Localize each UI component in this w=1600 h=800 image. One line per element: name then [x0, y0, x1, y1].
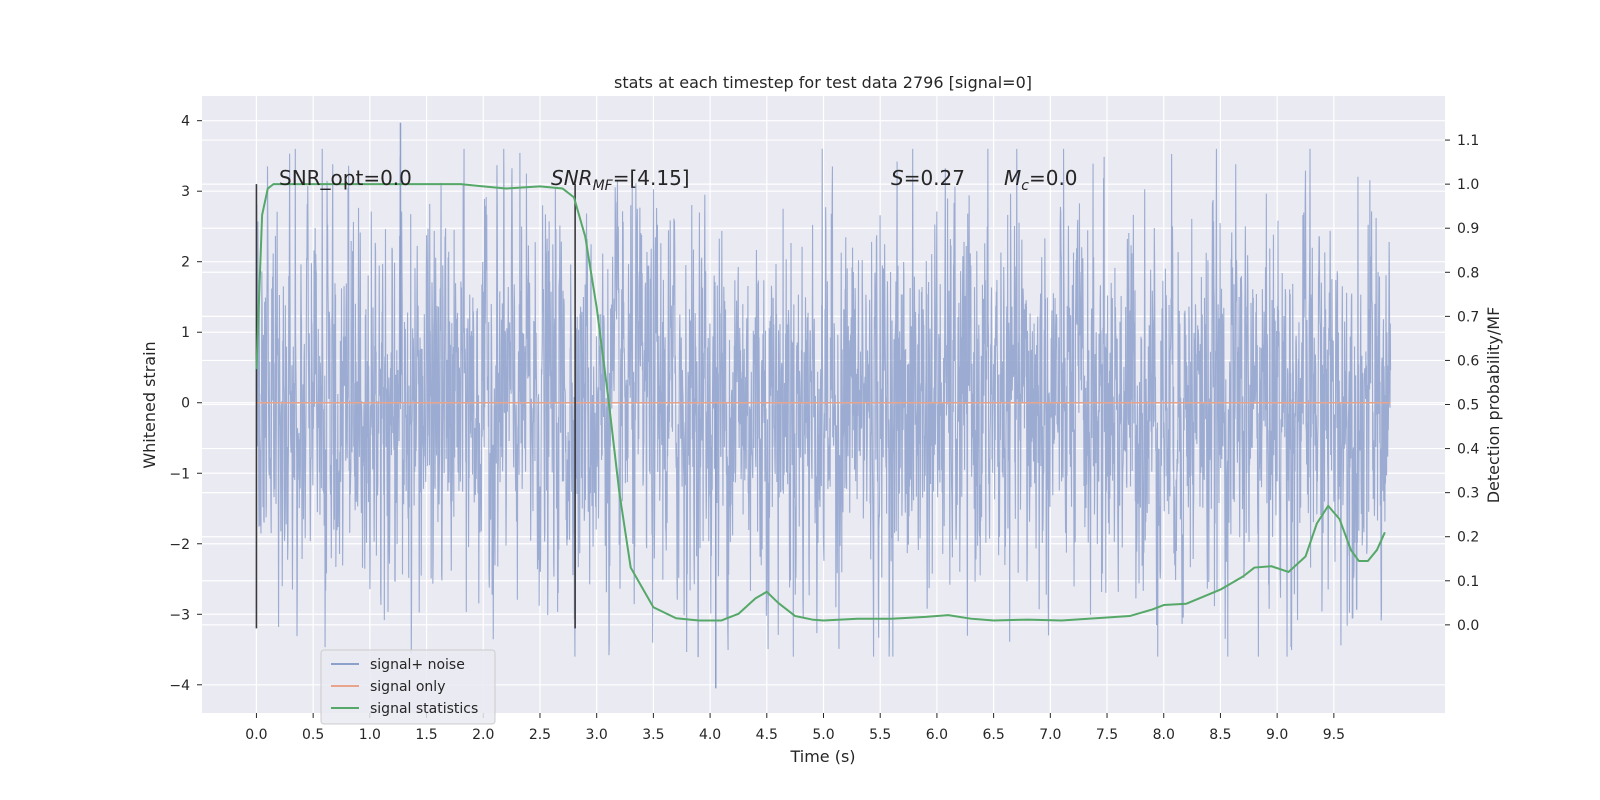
- x-tick-label: 5.5: [869, 727, 891, 743]
- statistics-line: [255, 183, 1386, 622]
- y-right-axis-label: Detection probability/MF: [1484, 307, 1503, 504]
- y-right-tick-label: 0.6: [1457, 353, 1479, 369]
- annotation-mc-value: =0.0: [1029, 166, 1078, 190]
- annotation-snr-mf: SNRMF=[4.15]: [551, 166, 690, 194]
- y-right-tick-label: 0.5: [1457, 398, 1479, 414]
- legend-label-signal-only: signal only: [370, 679, 445, 695]
- x-tick-label: 0.5: [302, 727, 324, 743]
- annotation-s: S=0.27: [891, 166, 965, 190]
- y-right-axis-ticks: 1.1 1.0 0.9 0.8 0.7 0.6 0.5 0.4 0.3 0.2 0.1 0.0: [1445, 133, 1479, 634]
- legend-label-signal-noise: signal+ noise: [370, 657, 465, 673]
- y-left-tick-label: 1: [181, 325, 190, 341]
- y-left-axis-label: Whitened strain: [140, 341, 159, 468]
- y-right-tick-label: 0.0: [1457, 618, 1479, 634]
- y-left-tick-label: 2: [181, 255, 190, 271]
- y-left-tick-label: −1: [169, 466, 190, 482]
- legend: signal+ noise signal only signal statist…: [320, 649, 496, 725]
- y-right-tick-label: 0.8: [1457, 265, 1479, 281]
- annotation-mc: Mc=0.0: [1004, 166, 1078, 194]
- legend-box: [320, 649, 496, 725]
- y-left-tick-label: −3: [169, 607, 190, 623]
- x-tick-label: 5.0: [812, 727, 834, 743]
- annotation-mc-sub: c: [1021, 178, 1029, 194]
- legend-label-signal-statistics: signal statistics: [370, 701, 478, 717]
- annotation-mc-base: M: [1004, 166, 1021, 190]
- annotation-snr-opt: SNR_opt=0.0: [279, 166, 412, 190]
- x-tick-label: 8.5: [1209, 727, 1231, 743]
- y-right-tick-label: 0.1: [1457, 574, 1479, 590]
- x-tick-label: 4.0: [699, 727, 721, 743]
- x-tick-label: 2.5: [529, 727, 551, 743]
- x-tick-label: 2.0: [472, 727, 494, 743]
- x-tick-label: 3.5: [642, 727, 664, 743]
- y-left-axis-ticks: 4 3 2 1 0 −1 −2 −3 −4: [169, 114, 202, 694]
- annotation-snr-mf-value: =[4.15]: [613, 166, 690, 190]
- x-tick-label: 7.0: [1039, 727, 1061, 743]
- x-tick-label: 1.5: [415, 727, 437, 743]
- y-left-tick-label: −2: [169, 537, 190, 553]
- y-left-tick-label: 3: [181, 184, 190, 200]
- annotation-s-base: S: [891, 166, 904, 190]
- annotation-snr-mf-base: SNR: [551, 166, 593, 190]
- x-axis-label: Time (s): [789, 747, 855, 766]
- x-tick-label: 9.5: [1323, 727, 1345, 743]
- vertical-markers: [255, 184, 576, 629]
- x-tick-label: 6.0: [926, 727, 948, 743]
- annotation-snr-mf-sub: MF: [593, 178, 614, 194]
- y-right-tick-label: 0.9: [1457, 221, 1479, 237]
- chart-title: stats at each timestep for test data 279…: [614, 73, 1032, 92]
- y-right-tick-label: 1.1: [1457, 133, 1479, 149]
- x-tick-label: 8.0: [1153, 727, 1175, 743]
- x-tick-label: 3.0: [586, 727, 608, 743]
- y-right-tick-label: 0.2: [1457, 530, 1479, 546]
- series-signal-statistics: [255, 183, 1386, 622]
- x-tick-label: 7.5: [1096, 727, 1118, 743]
- x-tick-label: 9.0: [1266, 727, 1288, 743]
- y-right-tick-label: 0.3: [1457, 486, 1479, 502]
- x-tick-label: 0.0: [245, 727, 267, 743]
- series-signal-noise: [255, 122, 1392, 689]
- x-tick-label: 6.5: [982, 727, 1004, 743]
- y-left-tick-label: −4: [169, 678, 190, 694]
- x-axis-ticks: 0.0 0.5 1.0 1.5 2.0 2.5 3.0 3.5 4.0 4.5 5.0 5.5 6.0 6…: [245, 713, 1345, 743]
- y-right-tick-label: 0.7: [1457, 309, 1479, 325]
- annotation-s-value: =0.27: [904, 166, 965, 190]
- y-left-tick-label: 4: [181, 114, 190, 130]
- x-tick-label: 4.5: [756, 727, 778, 743]
- y-right-tick-label: 1.0: [1457, 177, 1479, 193]
- x-tick-label: 1.0: [359, 727, 381, 743]
- y-left-tick-label: 0: [181, 396, 190, 412]
- y-right-tick-label: 0.4: [1457, 442, 1479, 458]
- noise-line: [255, 148, 1392, 658]
